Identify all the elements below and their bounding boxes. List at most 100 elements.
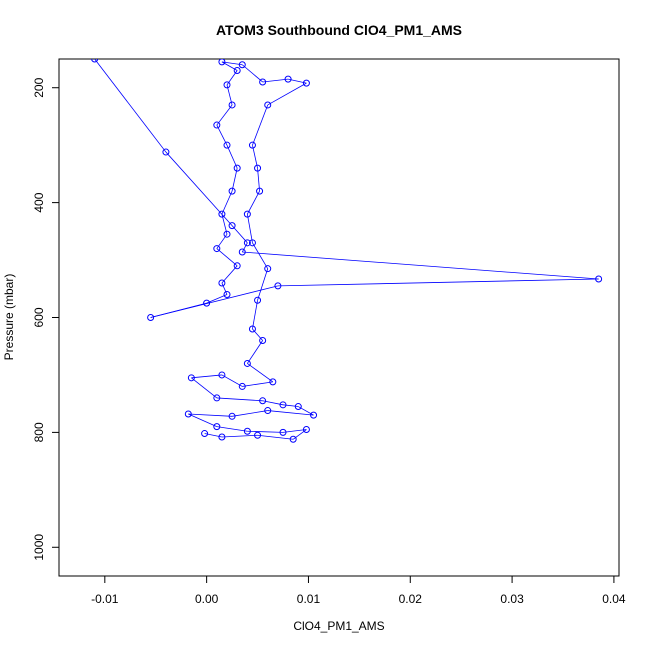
- series-line-segment: [221, 282, 228, 295]
- series-line-segment: [267, 82, 307, 106]
- data-point: [254, 296, 262, 304]
- data-point: [201, 430, 209, 438]
- data-point: [238, 382, 246, 390]
- series-line-segment: [216, 248, 238, 267]
- data-point: [223, 81, 231, 89]
- series-line-segment: [221, 265, 238, 284]
- series-line-segment: [231, 168, 238, 192]
- data-point: [213, 394, 221, 402]
- data-point: [256, 187, 264, 195]
- data-point: [218, 371, 226, 379]
- series-line-segment: [252, 242, 269, 269]
- series-line-segment: [241, 242, 248, 253]
- data-point: [147, 314, 155, 321]
- data-point: [228, 101, 236, 109]
- x-tick-label: 0.03: [500, 592, 524, 606]
- series-group: [91, 59, 603, 443]
- data-point: [218, 210, 226, 218]
- y-tick-label: 200: [32, 77, 46, 97]
- series-line-segment: [252, 104, 269, 146]
- data-point: [218, 433, 226, 441]
- series-line-segment: [242, 64, 263, 83]
- series-line-segment: [257, 168, 260, 192]
- series-line-segment: [221, 190, 233, 215]
- series-line-segment: [277, 278, 599, 287]
- x-axis-label: ClO4_PM1_AMS: [293, 619, 384, 633]
- series-line-segment: [216, 397, 263, 402]
- data-point: [233, 262, 241, 270]
- data-point: [302, 426, 310, 434]
- data-point: [228, 222, 236, 230]
- series-line-segment: [252, 328, 263, 341]
- series-line-segment: [226, 145, 238, 169]
- data-point: [264, 265, 272, 273]
- x-tick-label: 0.00: [195, 592, 219, 606]
- chart-title: ATOM3 Southbound ClO4_PM1_AMS: [216, 22, 462, 38]
- data-point: [259, 78, 267, 86]
- data-point: [203, 299, 211, 307]
- data-point: [213, 121, 221, 129]
- series-line-segment: [257, 268, 269, 301]
- data-point: [284, 75, 292, 83]
- series-line-segment: [247, 430, 284, 433]
- series-line-segment: [188, 413, 233, 417]
- data-point: [243, 427, 251, 435]
- plot-area: [91, 59, 603, 443]
- series-line-segment: [232, 410, 268, 417]
- data-point: [310, 411, 318, 419]
- data-point: [248, 141, 256, 149]
- data-point: [162, 148, 170, 156]
- data-point: [223, 141, 231, 149]
- data-point: [274, 282, 282, 290]
- x-tick-label: 0.02: [399, 592, 423, 606]
- x-tick-label: 0.04: [602, 592, 626, 606]
- data-point: [294, 403, 302, 411]
- plot-area-frame: [58, 58, 620, 577]
- y-axis-label: Pressure (mbar): [2, 274, 16, 361]
- data-point: [223, 230, 231, 238]
- series-line-segment: [221, 374, 243, 387]
- x-axis: -0.01 0.00 0.01 0.02 0.03 0.04: [91, 576, 626, 606]
- series-line-segment: [165, 151, 233, 226]
- data-point: [264, 101, 272, 109]
- data-point: [279, 401, 287, 409]
- series-line-segment: [282, 429, 307, 433]
- data-point: [259, 336, 267, 344]
- series-line-segment: [252, 145, 258, 169]
- y-tick-label: 400: [32, 192, 46, 212]
- data-point: [213, 423, 221, 431]
- data-point: [248, 325, 256, 333]
- series-line-segment: [247, 190, 260, 215]
- series-line-segment: [267, 410, 314, 416]
- series-line-segment: [246, 214, 253, 243]
- series-line-segment: [247, 363, 274, 383]
- series-line-segment: [242, 251, 599, 280]
- data-point: [184, 410, 192, 418]
- series-line-segment: [216, 124, 228, 146]
- data-point: [289, 435, 297, 443]
- series-line-segment: [262, 78, 289, 83]
- data-point: [254, 431, 262, 439]
- data-point: [279, 428, 287, 436]
- series-line-segment: [206, 294, 228, 304]
- data-point: [238, 61, 246, 69]
- data-point: [228, 187, 236, 195]
- series-line-segment: [242, 381, 273, 387]
- data-point: [218, 59, 226, 66]
- data-point: [259, 397, 267, 405]
- data-point: [233, 164, 241, 172]
- data-point: [218, 279, 226, 287]
- data-point: [248, 239, 256, 247]
- data-point: [223, 291, 231, 299]
- data-point: [269, 378, 277, 386]
- y-axis: 200 400 600 800 1000: [32, 77, 59, 561]
- data-point: [302, 79, 310, 87]
- x-tick-label: -0.01: [91, 592, 119, 606]
- data-point: [243, 359, 251, 367]
- series-line-segment: [94, 59, 167, 153]
- series-line-segment: [221, 434, 258, 438]
- series-line-segment: [257, 434, 294, 440]
- data-point: [243, 239, 251, 247]
- data-point: [213, 245, 221, 253]
- x-tick-label: 0.01: [297, 592, 321, 606]
